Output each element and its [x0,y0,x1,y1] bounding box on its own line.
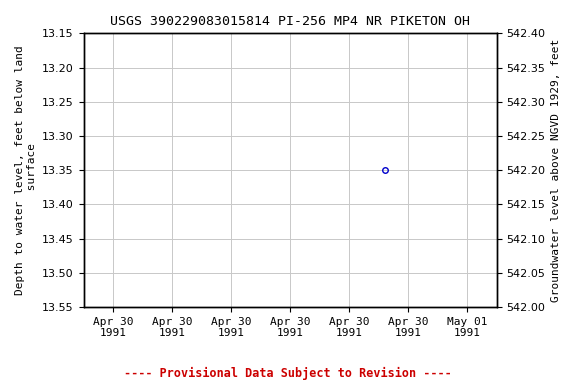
Text: ---- Provisional Data Subject to Revision ----: ---- Provisional Data Subject to Revisio… [124,367,452,380]
Title: USGS 390229083015814 PI-256 MP4 NR PIKETON OH: USGS 390229083015814 PI-256 MP4 NR PIKET… [110,15,470,28]
Y-axis label: Groundwater level above NGVD 1929, feet: Groundwater level above NGVD 1929, feet [551,38,561,302]
Y-axis label: Depth to water level, feet below land
 surface: Depth to water level, feet below land su… [15,45,37,295]
